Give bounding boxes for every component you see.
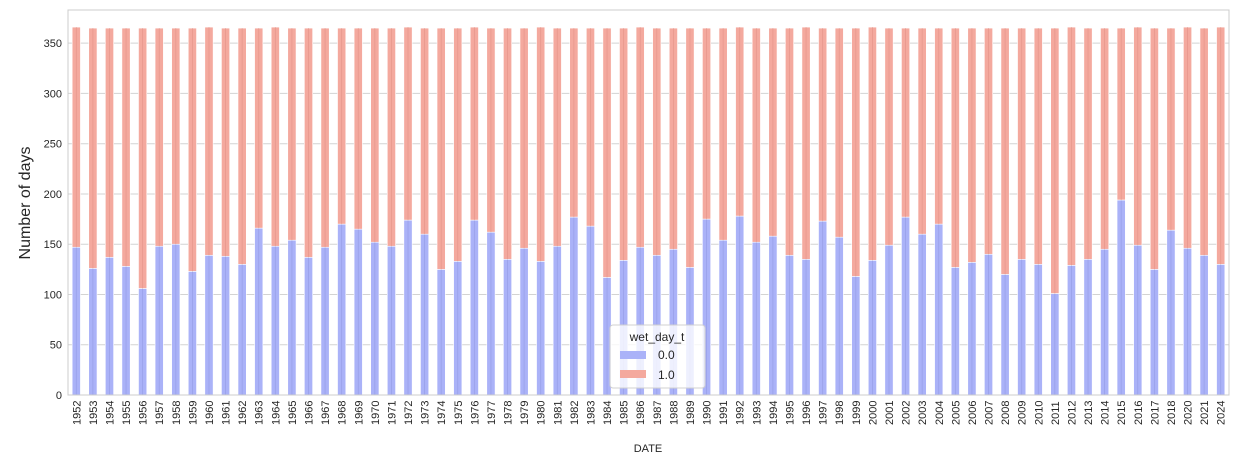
x-tick-label: 1998 <box>834 401 846 425</box>
y-tick-label: 150 <box>44 239 62 251</box>
x-tick-label: 1956 <box>138 401 150 425</box>
x-tick-label: 1955 <box>121 401 133 425</box>
x-tick-label: 1993 <box>751 401 763 425</box>
x-tick-label: 1995 <box>784 401 796 425</box>
y-tick-label: 200 <box>44 189 62 201</box>
y-tick-label: 50 <box>50 340 62 352</box>
x-tick-label: 1973 <box>420 401 432 425</box>
x-tick-label: 1988 <box>668 401 680 425</box>
x-tick-label: 2005 <box>950 401 962 425</box>
bars <box>71 26 1226 396</box>
legend-title: wet_day_t <box>629 330 685 344</box>
x-tick-label: 1970 <box>370 401 382 425</box>
x-tick-label: 1965 <box>287 401 299 425</box>
x-tick-label: 2012 <box>1066 401 1078 425</box>
x-tick-label: 2006 <box>967 401 979 425</box>
x-tick-label: 1999 <box>851 401 863 425</box>
y-tick-label: 250 <box>44 139 62 151</box>
x-tick-label: 1961 <box>221 401 233 425</box>
x-tick-label: 1967 <box>320 401 332 425</box>
x-tick-label: 1963 <box>254 401 266 425</box>
x-tick-label: 1978 <box>503 401 515 425</box>
x-tick-label: 1981 <box>552 401 564 425</box>
x-tick-label: 2014 <box>1100 401 1112 425</box>
x-tick-label: 1952 <box>71 401 83 425</box>
x-tick-label: 1974 <box>436 401 448 425</box>
y-tick-label: 100 <box>44 289 62 301</box>
x-tick-label: 2016 <box>1133 401 1145 425</box>
x-tick-label: 1985 <box>619 401 631 425</box>
x-tick-label: 2018 <box>1166 401 1178 425</box>
x-tick-label: 1992 <box>735 401 747 425</box>
legend-swatch-0 <box>620 351 646 359</box>
y-tick-labels: 0 50 100 150 200 250 300 350 <box>44 38 62 402</box>
x-tick-label: 1980 <box>536 401 548 425</box>
x-tick-label: 2004 <box>934 401 946 425</box>
y-tick-label: 0 <box>56 390 62 402</box>
x-tick-label: 2017 <box>1149 401 1161 425</box>
x-tick-label: 1984 <box>602 401 614 425</box>
x-tick-label: 1986 <box>635 401 647 425</box>
x-tick-label: 1954 <box>104 401 116 425</box>
x-tick-label: 2003 <box>917 401 929 425</box>
x-tick-label: 2021 <box>1199 401 1211 425</box>
x-axis-label: DATE <box>634 443 663 455</box>
x-tick-label: 1997 <box>818 401 830 425</box>
x-tick-label: 1983 <box>585 401 597 425</box>
x-tick-label: 1982 <box>569 401 581 425</box>
x-tick-labels: 1952 1953 1954 1955 1956 1957 1958 1959 1960 1961… <box>71 401 1227 425</box>
x-tick-label: 1987 <box>652 401 664 425</box>
x-tick-label: 1958 <box>171 401 183 425</box>
x-tick-label: 2009 <box>1017 401 1029 425</box>
x-tick-label: 1990 <box>702 401 714 425</box>
x-tick-label: 1991 <box>718 401 730 425</box>
x-tick-label: 1972 <box>403 401 415 425</box>
x-tick-label: 1976 <box>469 401 481 425</box>
x-tick-label: 1964 <box>270 401 282 425</box>
y-axis-label: Number of days <box>17 147 34 260</box>
legend: wet_day_t 0.0 1.0 <box>609 324 706 389</box>
x-tick-label: 2015 <box>1116 401 1128 425</box>
x-tick-label: 2011 <box>1050 401 1062 425</box>
x-tick-label: 1977 <box>486 401 498 425</box>
x-tick-label: 2013 <box>1083 401 1095 425</box>
y-tick-label: 300 <box>44 88 62 100</box>
x-tick-label: 1962 <box>237 401 249 425</box>
x-tick-label: 1996 <box>801 401 813 425</box>
x-tick-label: 2001 <box>884 401 896 425</box>
x-tick-label: 2002 <box>901 401 913 425</box>
legend-label-0: 0.0 <box>658 348 675 362</box>
x-tick-label: 1960 <box>204 401 216 425</box>
x-tick-label: 2010 <box>1033 401 1045 425</box>
x-tick-label: 1957 <box>154 401 166 425</box>
x-tick-label: 2000 <box>867 401 879 425</box>
x-tick-label: 1959 <box>187 401 199 425</box>
x-tick-label: 2024 <box>1216 401 1228 425</box>
x-tick-label: 1969 <box>353 401 365 425</box>
x-tick-label: 1966 <box>303 401 315 425</box>
legend-label-1: 1.0 <box>658 368 675 382</box>
y-tick-label: 350 <box>44 38 62 50</box>
plot-frame <box>67 9 1230 396</box>
x-tick-label: 2007 <box>984 401 996 425</box>
x-tick-label: 1968 <box>337 401 349 425</box>
x-tick-label: 1971 <box>386 401 398 425</box>
x-tick-label: 1994 <box>768 401 780 425</box>
x-tick-label: 1975 <box>453 401 465 425</box>
x-tick-label: 2020 <box>1183 401 1195 425</box>
x-tick-label: 1953 <box>88 401 100 425</box>
x-tick-label: 2008 <box>1000 401 1012 425</box>
legend-swatch-1 <box>620 370 646 378</box>
x-tick-label: 1989 <box>685 401 697 425</box>
x-tick-label: 1979 <box>519 401 531 425</box>
